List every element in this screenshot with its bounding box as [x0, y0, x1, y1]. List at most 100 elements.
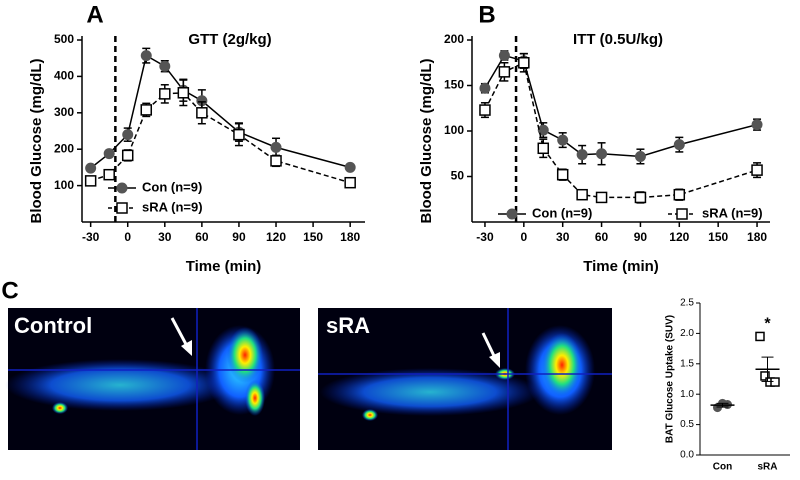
series-line: [484, 54, 758, 158]
y-tick-label: 2.5: [680, 298, 694, 309]
marker: [140, 50, 152, 62]
legend-label: Con (n=9): [532, 205, 592, 220]
marker: [270, 141, 282, 153]
y-tick-label: 50: [451, 169, 465, 183]
marker: [85, 162, 97, 174]
x-tick-label: 30: [158, 230, 172, 244]
legend-label: sRA (n=9): [702, 205, 763, 220]
marker: [196, 107, 208, 119]
x-tick-label: 90: [232, 230, 246, 244]
image-label: Control: [14, 313, 92, 338]
x-tick-label: Con: [713, 462, 732, 473]
x-axis-label: Time (min): [583, 258, 659, 275]
y-tick-label: 1.0: [680, 389, 694, 400]
marker: [595, 191, 608, 204]
marker: [122, 129, 134, 141]
marker: [634, 191, 647, 204]
y-tick-label: 200: [54, 141, 74, 155]
marker: [673, 139, 685, 151]
marker: [760, 371, 770, 381]
marker: [673, 188, 686, 201]
x-tick-label: 180: [747, 230, 767, 244]
marker: [596, 148, 608, 160]
marker: [498, 66, 511, 78]
legend-label: sRA (n=9): [142, 199, 203, 214]
x-tick-label: 120: [669, 230, 689, 244]
y-tick-label: 1.5: [680, 358, 694, 369]
marker: [537, 142, 550, 155]
marker: [556, 168, 569, 181]
marker: [344, 161, 356, 173]
panel-letter: A: [86, 1, 103, 28]
x-tick-label: 150: [303, 230, 323, 244]
panel-letter: C: [1, 277, 18, 304]
y-tick-label: 0.0: [680, 450, 694, 461]
y-tick-label: 500: [54, 32, 74, 46]
marker: [159, 88, 171, 100]
marker: [233, 128, 245, 141]
legend-marker: [676, 208, 688, 220]
marker: [103, 168, 115, 181]
y-axis-label: Blood Glucose (mg/dL): [28, 59, 45, 224]
marker: [770, 377, 780, 387]
series-line: [90, 92, 351, 184]
marker: [479, 104, 491, 116]
y-axis-label: Blood Glucose (mg/dL): [418, 59, 435, 224]
y-tick-label: 400: [54, 69, 74, 83]
marker: [121, 149, 134, 162]
x-tick-label: 0: [124, 230, 131, 244]
significance-mark: *: [764, 316, 771, 333]
x-tick-label: sRA: [757, 462, 777, 473]
marker: [84, 175, 97, 187]
x-tick-label: 60: [195, 230, 209, 244]
marker: [103, 148, 115, 160]
y-tick-label: 0.5: [680, 419, 694, 430]
series-line: [90, 54, 351, 169]
marker: [344, 176, 356, 189]
x-tick-label: 30: [556, 230, 570, 244]
marker: [479, 82, 491, 94]
panel-letter: B: [478, 1, 495, 28]
x-tick-label: 120: [266, 230, 286, 244]
marker: [751, 164, 763, 176]
y-tick-label: 100: [54, 178, 74, 192]
legend-label: Con (n=9): [142, 179, 202, 194]
legend-marker: [116, 182, 128, 194]
marker: [518, 57, 530, 69]
marker: [140, 104, 153, 116]
marker: [270, 155, 282, 167]
marker: [634, 150, 646, 162]
legend-marker: [506, 208, 518, 220]
y-axis-label: BAT Glucose Uptake (SUV): [665, 315, 676, 443]
y-tick-label: 150: [444, 78, 464, 92]
y-tick-label: 2.0: [680, 328, 694, 339]
pet-image-control: [5, 308, 300, 450]
y-tick-label: 100: [444, 123, 464, 137]
marker: [537, 124, 549, 136]
image-label: sRA: [326, 313, 370, 338]
x-tick-label: 90: [634, 230, 648, 244]
marker: [755, 331, 765, 342]
marker: [498, 49, 510, 61]
x-tick-label: -30: [476, 230, 494, 244]
chart-title: ITT (0.5U/kg): [573, 31, 663, 48]
pet-image-sra: [318, 308, 612, 450]
marker: [751, 119, 763, 131]
y-tick-label: 200: [444, 32, 464, 46]
x-tick-label: -30: [82, 230, 100, 244]
legend-marker: [116, 202, 128, 214]
y-tick-label: 300: [54, 105, 74, 119]
x-tick-label: 180: [340, 230, 360, 244]
x-tick-label: 150: [708, 230, 728, 244]
marker: [159, 60, 171, 72]
marker: [177, 87, 190, 99]
marker: [576, 188, 588, 201]
marker: [557, 134, 569, 146]
x-axis-label: Time (min): [186, 258, 262, 275]
chart-title: GTT (2g/kg): [188, 31, 271, 48]
x-tick-label: 0: [520, 230, 527, 244]
x-tick-label: 60: [595, 230, 609, 244]
marker: [576, 149, 588, 161]
series-line: [484, 61, 758, 199]
